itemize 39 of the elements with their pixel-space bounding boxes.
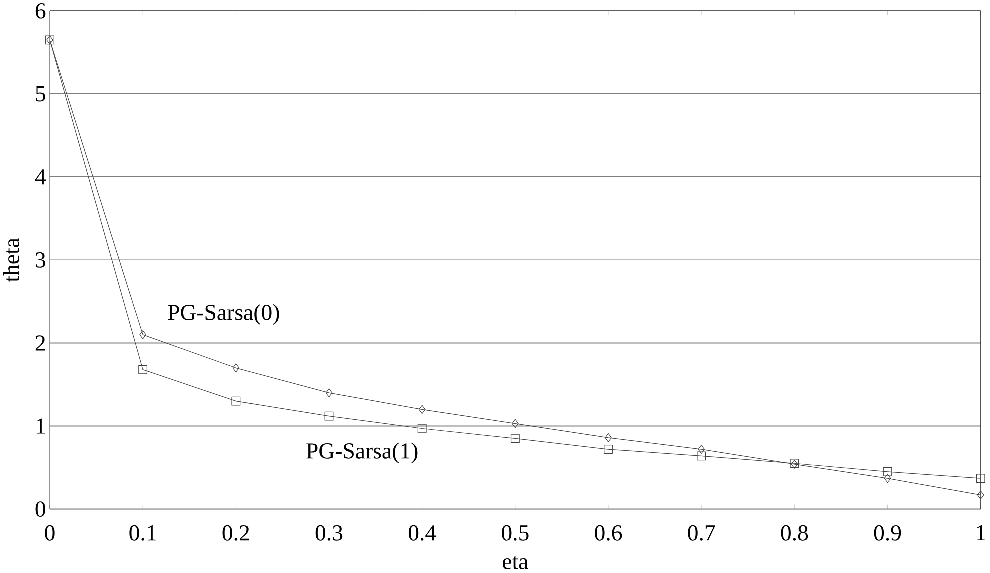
x-tick-label: 0.7 xyxy=(688,525,716,541)
x-axis-title: eta xyxy=(503,556,528,570)
point xyxy=(976,474,986,484)
x-tick-label: 0.8 xyxy=(781,525,808,541)
x-tick-label: 0.3 xyxy=(316,525,343,541)
y-tick-label: 4 xyxy=(35,170,46,185)
point xyxy=(140,330,146,340)
point xyxy=(232,364,240,373)
point xyxy=(232,396,241,406)
series-label: PG-Sarsa(0) xyxy=(168,304,280,326)
point xyxy=(977,490,984,500)
y-tick-label: 6 xyxy=(36,4,46,19)
point xyxy=(326,388,333,398)
y-tick-label: 2 xyxy=(36,336,46,351)
x-tick-label: 0.6 xyxy=(595,525,622,541)
x-tick-label: 0.5 xyxy=(502,525,529,541)
series-label: PG-Sarsa(1) xyxy=(306,442,418,464)
point xyxy=(418,405,426,414)
point xyxy=(138,365,148,374)
point xyxy=(884,474,892,484)
x-tick-label: 1 xyxy=(977,525,986,541)
y-tick-label: 5 xyxy=(36,86,46,102)
x-tick-label: 0.2 xyxy=(222,525,250,541)
point xyxy=(883,468,892,476)
point xyxy=(324,412,334,421)
y-axis-title: theta xyxy=(3,238,20,282)
x-tick-label: 0.1 xyxy=(130,525,156,541)
y-tick-label: 0 xyxy=(36,502,46,518)
point xyxy=(698,445,706,454)
point xyxy=(510,434,520,444)
point xyxy=(512,419,519,428)
x-tick-label: 0.4 xyxy=(408,525,436,541)
y-tick-label: 3 xyxy=(36,252,46,268)
point xyxy=(697,452,706,461)
y-tick-label: 1 xyxy=(36,418,45,434)
point xyxy=(418,424,427,434)
point xyxy=(604,445,613,454)
x-tick-label: 0.9 xyxy=(874,525,902,541)
point xyxy=(605,433,612,442)
